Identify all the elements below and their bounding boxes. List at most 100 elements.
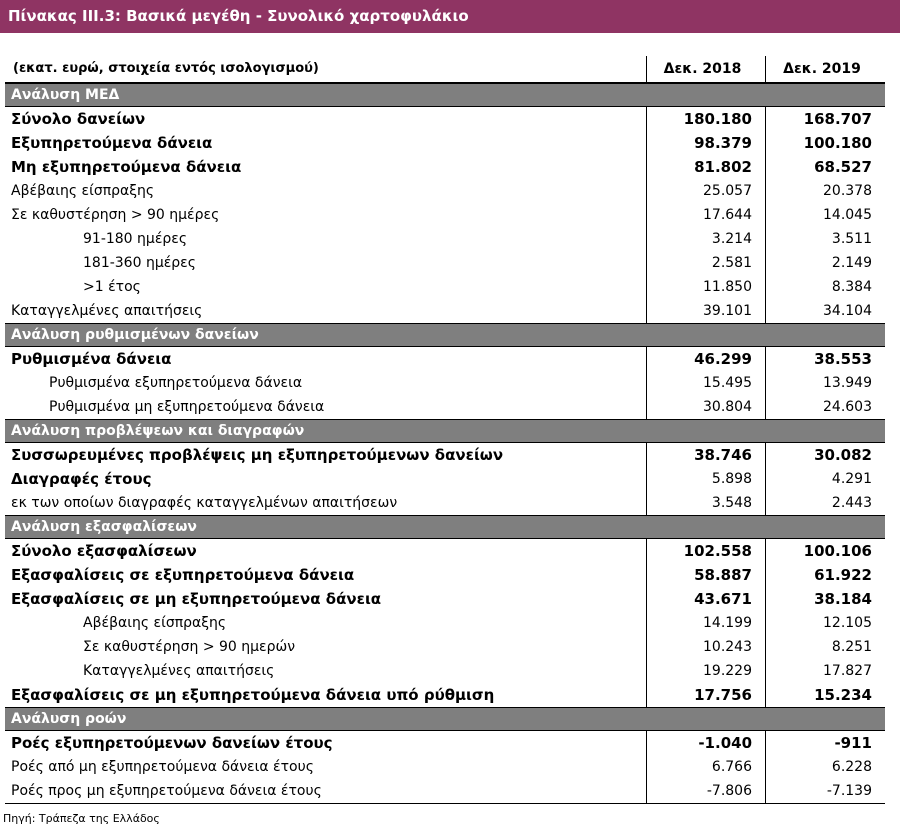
value-2018: 98.379 <box>646 131 758 155</box>
table-row: Ροές από μη εξυπηρετούμενα δάνεια έτους 6… <box>5 755 885 779</box>
value-2019: 34.104 <box>765 299 878 323</box>
table-row: Ρυθμισμένα μη εξυπηρετούμενα δάνεια 30.80… <box>5 395 885 419</box>
table-row: Συσσωρευμένες προβλέψεις μη εξυπηρετούμε… <box>5 443 885 467</box>
row-label: Εξασφαλίσεις σε μη εξυπηρετούμενα δάνεια… <box>11 686 495 704</box>
value-2018: 17.644 <box>646 203 758 227</box>
row-label: 181-360 ημέρες <box>83 255 196 271</box>
table-row: Ρυθμισμένα εξυπηρετούμενα δάνεια 15.495 13… <box>5 371 885 395</box>
section-label: Ανάλυση ΜΕΔ <box>11 87 120 103</box>
row-label: Εξασφαλίσεις σε εξυπηρετούμενα δάνεια <box>11 566 355 584</box>
value-2019: 24.603 <box>765 395 878 419</box>
row-label: Ροές από μη εξυπηρετούμενα δάνεια έτους <box>11 759 314 775</box>
value-2018: 5.898 <box>646 467 758 491</box>
table-row: Καταγγελμένες απαιτήσεις 39.101 34.104 <box>5 299 885 323</box>
row-label: Αβέβαιης είσπραξης <box>11 183 155 199</box>
value-2018: 39.101 <box>646 299 758 323</box>
value-2019: 12.105 <box>765 611 878 635</box>
table-row: Εξασφαλίσεις σε μη εξυπηρετούμενα δάνεια… <box>5 587 885 611</box>
table-row: Σε καθυστέρηση > 90 ημέρες 17.644 14.045 <box>5 203 885 227</box>
header-col-2019: Δεκ. 2019 <box>765 56 878 82</box>
row-label: >1 έτος <box>83 279 141 295</box>
row-label: Διαγραφές έτους <box>11 470 152 488</box>
source-note: Πηγή: Τράπεζα της Ελλάδος <box>3 812 160 825</box>
value-2019: -7.139 <box>765 779 878 803</box>
section-header: Ανάλυση ροών <box>5 707 885 731</box>
value-2019: 4.291 <box>765 467 878 491</box>
table-row: Σύνολο εξασφαλίσεων 102.558 100.106 <box>5 539 885 563</box>
table-row: εκ των οποίων διαγραφές καταγγελμένων απ… <box>5 491 885 515</box>
table-row: Αβέβαιης είσπραξης 14.199 12.105 <box>5 611 885 635</box>
value-2019: 61.922 <box>765 563 878 587</box>
value-2018: 46.299 <box>646 347 758 371</box>
value-2018: 180.180 <box>646 107 758 131</box>
value-2019: 8.384 <box>765 275 878 299</box>
table-row: Καταγγελμένες απαιτήσεις 19.229 17.827 <box>5 659 885 683</box>
table-row: Μη εξυπηρετούμενα δάνεια 81.802 68.527 <box>5 155 885 179</box>
value-2018: 43.671 <box>646 587 758 611</box>
value-2018: -1.040 <box>646 731 758 755</box>
header-col-2018: Δεκ. 2018 <box>646 56 758 82</box>
value-2019: -911 <box>765 731 878 755</box>
row-label: Καταγγελμένες απαιτήσεις <box>11 303 203 319</box>
table-row: 91-180 ημέρες 3.214 3.511 <box>5 227 885 251</box>
value-2018: 14.199 <box>646 611 758 635</box>
value-2019: 15.234 <box>765 683 878 707</box>
value-2019: 38.184 <box>765 587 878 611</box>
section-header: Ανάλυση προβλέψεων και διαγραφών <box>5 419 885 443</box>
value-2018: 15.495 <box>646 371 758 395</box>
row-label: Εξυπηρετούμενα δάνεια <box>11 134 213 152</box>
value-2019: 8.251 <box>765 635 878 659</box>
row-label: Σε καθυστέρηση > 90 ημερών <box>83 639 296 655</box>
table-row: Εξασφαλίσεις σε εξυπηρετούμενα δάνεια 58.… <box>5 563 885 587</box>
value-2019: 20.378 <box>765 179 878 203</box>
table-row: Σε καθυστέρηση > 90 ημερών 10.243 8.251 <box>5 635 885 659</box>
row-label: Εξασφαλίσεις σε μη εξυπηρετούμενα δάνεια <box>11 590 382 608</box>
row-label: 91-180 ημέρες <box>83 231 188 247</box>
table-row: Σύνολο δανείων 180.180 168.707 <box>5 107 885 131</box>
value-2018: 102.558 <box>646 539 758 563</box>
table-row: Διαγραφές έτους 5.898 4.291 <box>5 467 885 491</box>
section-header: Ανάλυση ΜΕΔ <box>5 83 885 107</box>
value-2018: 19.229 <box>646 659 758 683</box>
value-2019: 30.082 <box>765 443 878 467</box>
table-row: Ροές προς μη εξυπηρετούμενα δάνεια έτους… <box>5 779 885 804</box>
table-title: Πίνακας ΙΙΙ.3: Βασικά μεγέθη - Συνολικό … <box>0 0 900 33</box>
value-2018: 11.850 <box>646 275 758 299</box>
value-2019: 6.228 <box>765 755 878 779</box>
table-header: (εκατ. ευρώ, στοιχεία εντός ισολογισμού)… <box>5 56 885 83</box>
value-2019: 17.827 <box>765 659 878 683</box>
table-row: Εξασφαλίσεις σε μη εξυπηρετούμενα δάνεια… <box>5 683 885 707</box>
value-2018: 3.548 <box>646 491 758 515</box>
row-label: Μη εξυπηρετούμενα δάνεια <box>11 158 242 176</box>
value-2018: 30.804 <box>646 395 758 419</box>
value-2018: 25.057 <box>646 179 758 203</box>
section-label: Ανάλυση προβλέψεων και διαγραφών <box>11 423 305 439</box>
value-2019: 168.707 <box>765 107 878 131</box>
table-row: Αβέβαιης είσπραξης 25.057 20.378 <box>5 179 885 203</box>
value-2019: 13.949 <box>765 371 878 395</box>
value-2019: 68.527 <box>765 155 878 179</box>
value-2018: 58.887 <box>646 563 758 587</box>
value-2018: 2.581 <box>646 251 758 275</box>
value-2018: 6.766 <box>646 755 758 779</box>
value-2019: 38.553 <box>765 347 878 371</box>
value-2019: 3.511 <box>765 227 878 251</box>
row-label: Ροές εξυπηρετούμενων δανείων έτους <box>11 734 333 752</box>
value-2019: 2.443 <box>765 491 878 515</box>
section-header: Ανάλυση εξασφαλίσεων <box>5 515 885 539</box>
row-label: Σύνολο δανείων <box>11 110 146 128</box>
row-label: Ρυθμισμένα εξυπηρετούμενα δάνεια <box>49 375 303 391</box>
row-label: Ρυθμισμένα δάνεια <box>11 350 172 368</box>
value-2018: 3.214 <box>646 227 758 251</box>
row-label: Συσσωρευμένες προβλέψεις μη εξυπηρετούμε… <box>11 446 504 464</box>
value-2018: -7.806 <box>646 779 758 803</box>
value-2018: 81.802 <box>646 155 758 179</box>
table-body: Ανάλυση ΜΕΔ Σύνολο δανείων 180.180 168.707 Ε… <box>5 83 885 804</box>
section-label: Ανάλυση εξασφαλίσεων <box>11 519 197 535</box>
row-label: Καταγγελμένες απαιτήσεις <box>83 663 275 679</box>
section-label: Ανάλυση ροών <box>11 711 127 727</box>
value-2019: 100.180 <box>765 131 878 155</box>
value-2018: 17.756 <box>646 683 758 707</box>
row-label: Ροές προς μη εξυπηρετούμενα δάνεια έτους <box>11 783 322 799</box>
row-label: Σε καθυστέρηση > 90 ημέρες <box>11 207 220 223</box>
